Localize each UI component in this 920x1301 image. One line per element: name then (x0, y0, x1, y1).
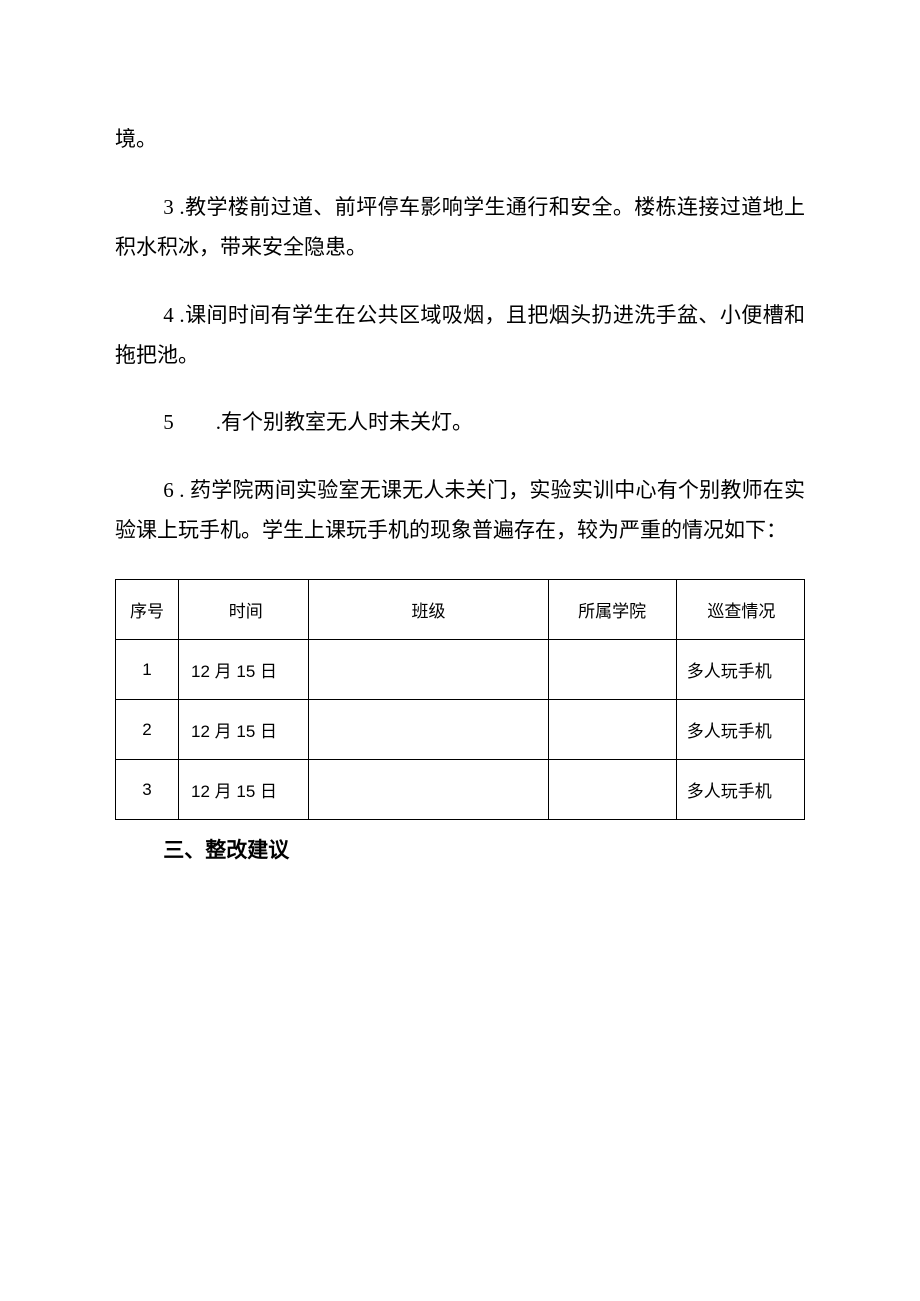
section-title-3: 三、整改建议 (115, 834, 805, 864)
cell-status: 多人玩手机 (676, 760, 804, 820)
cell-college (548, 700, 676, 760)
header-college: 所属学院 (548, 580, 676, 640)
header-class: 班级 (309, 580, 548, 640)
paragraph-item-6: 6 . 药学院两间实验室无课无人未关门，实验实训中心有个别教师在实验课上玩手机。… (115, 471, 805, 551)
table-header-row: 序号 时间 班级 所属学院 巡查情况 (116, 580, 805, 640)
cell-seq: 1 (116, 640, 179, 700)
cell-seq: 2 (116, 700, 179, 760)
cell-status: 多人玩手机 (676, 640, 804, 700)
cell-college (548, 760, 676, 820)
cell-class (309, 700, 548, 760)
header-seq: 序号 (116, 580, 179, 640)
table-row: 2 12 月 15 日 多人玩手机 (116, 700, 805, 760)
paragraph-item-3: 3 .教学楼前过道、前坪停车影响学生通行和安全。楼栋连接过道地上积水积冰，带来安… (115, 188, 805, 268)
cell-seq: 3 (116, 760, 179, 820)
header-status: 巡查情况 (676, 580, 804, 640)
cell-class (309, 640, 548, 700)
inspection-table: 序号 时间 班级 所属学院 巡查情况 1 12 月 15 日 多人玩手机 2 1… (115, 579, 805, 820)
paragraph-item-4: 4 .课间时间有学生在公共区域吸烟，且把烟头扔进洗手盆、小便槽和拖把池。 (115, 296, 805, 376)
paragraph-continuation: 境。 (115, 120, 805, 160)
item-5-text: .有个别教室无人时未关灯。 (216, 403, 473, 443)
cell-time: 12 月 15 日 (179, 640, 309, 700)
table-row: 3 12 月 15 日 多人玩手机 (116, 760, 805, 820)
table-row: 1 12 月 15 日 多人玩手机 (116, 640, 805, 700)
cell-time: 12 月 15 日 (179, 760, 309, 820)
cell-time: 12 月 15 日 (179, 700, 309, 760)
cell-status: 多人玩手机 (676, 700, 804, 760)
paragraph-item-5: 5 .有个别教室无人时未关灯。 (115, 403, 805, 443)
item-5-number: 5 (115, 403, 216, 443)
header-time: 时间 (179, 580, 309, 640)
cell-college (548, 640, 676, 700)
cell-class (309, 760, 548, 820)
